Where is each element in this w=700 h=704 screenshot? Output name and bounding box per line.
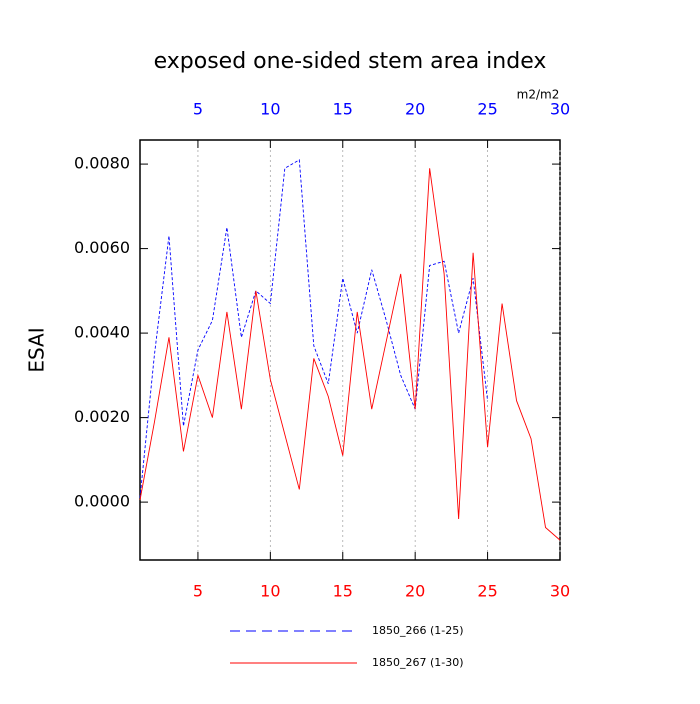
x2-tick-label: 15 [333,100,353,119]
x2-tick-label: 5 [193,100,203,119]
y-tick-label: 0.0020 [74,407,130,426]
x-tick-label: 15 [333,582,353,601]
legend-label: 1850_267 (1-30) [372,656,464,669]
y-tick-label: 0.0040 [74,323,130,342]
x2-tick-label: 30 [550,100,570,119]
x-tick-label: 25 [477,582,497,601]
axis-units: m2/m2 [517,88,560,102]
x-tick-label: 5 [193,582,203,601]
y-tick-label: 0.0080 [74,154,130,173]
x-tick-label: 10 [260,582,280,601]
chart-title: exposed one-sided stem area index [154,49,547,74]
legend-label: 1850_266 (1-25) [372,624,464,637]
y-tick-label: 0.0060 [74,238,130,257]
series-line [139,168,561,541]
x-tick-label: 20 [405,582,425,601]
x2-tick-label: 25 [477,100,497,119]
x-tick-label: 30 [550,582,570,601]
x2-tick-label: 20 [405,100,425,119]
series-line [139,159,489,498]
y-tick-label: 0.0000 [74,492,130,511]
y-axis-label: ESAI [25,327,49,372]
x2-tick-label: 10 [260,100,280,119]
